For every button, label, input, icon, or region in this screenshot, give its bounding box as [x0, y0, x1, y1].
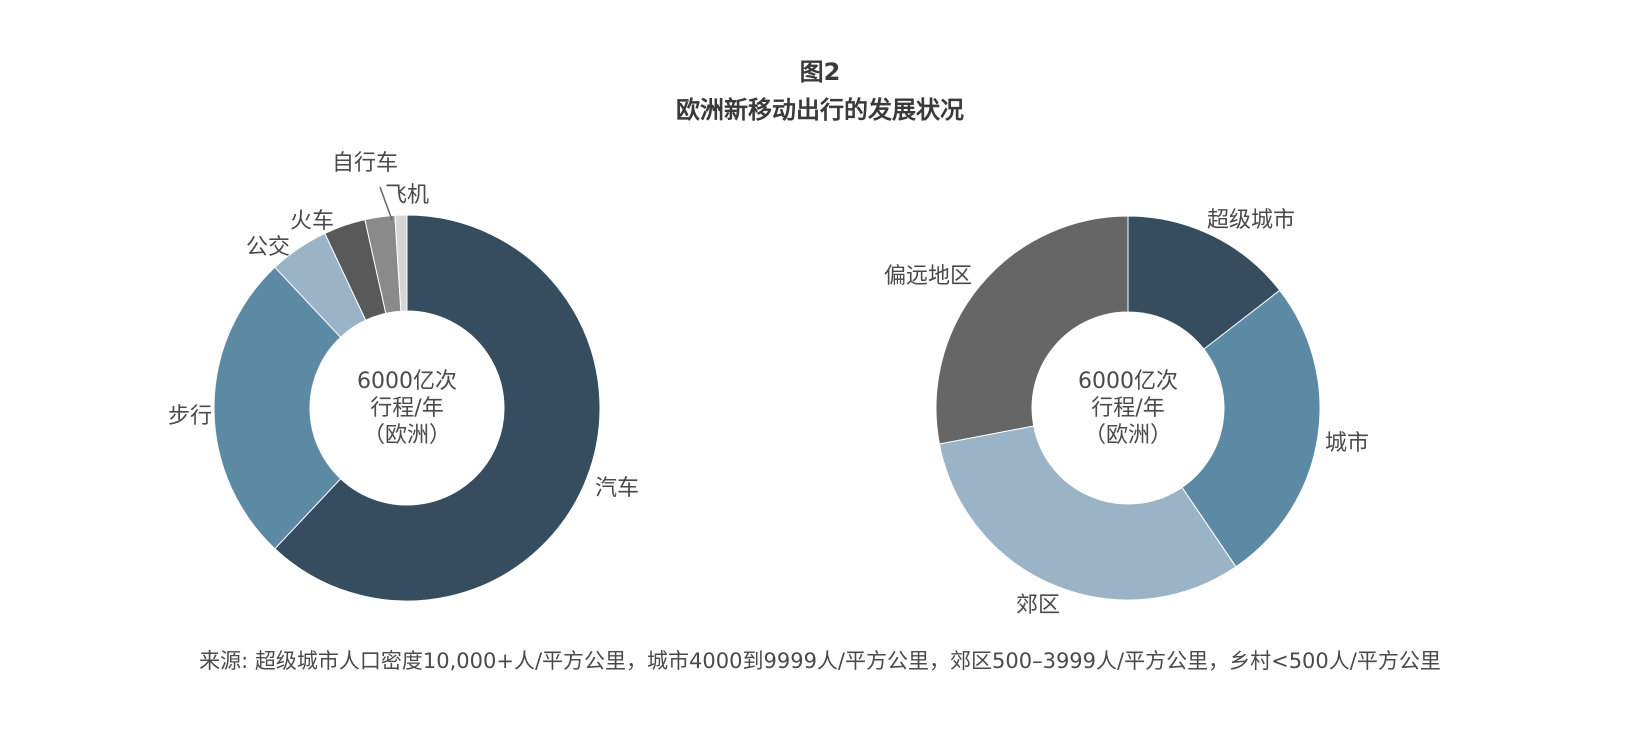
- donut-slice: [1181, 289, 1321, 568]
- center-label: 行程/年: [370, 396, 443, 421]
- slice-label: 飞机: [385, 183, 429, 208]
- donut-slice: [274, 214, 601, 602]
- figure-number: 图2: [799, 58, 841, 86]
- slice-label: 超级城市: [1207, 208, 1295, 233]
- donut-slice: [1127, 215, 1281, 350]
- donut-slice: [394, 214, 408, 312]
- slice-label: 自行车: [332, 151, 398, 176]
- slice-label: 步行: [168, 404, 212, 429]
- slice-label: 城市: [1325, 431, 1369, 456]
- slice-label: 郊区: [1016, 593, 1060, 618]
- source-note: 来源: 超级城市人口密度10,000+人/平方公里，城市4000到9999人/平…: [199, 649, 1441, 673]
- center-label: （欧洲）: [1084, 423, 1172, 448]
- center-label: 6000亿次: [357, 369, 457, 394]
- donut-slice: [213, 266, 342, 550]
- bicycle-leader-line: [379, 186, 393, 221]
- slice-label: 火车: [290, 209, 334, 234]
- center-label: （欧洲）: [363, 423, 451, 448]
- slice-label: 汽车: [595, 476, 639, 501]
- slice-label: 偏远地区: [884, 264, 972, 289]
- center-label: 6000亿次: [1078, 369, 1178, 394]
- slice-label: 公交: [246, 235, 290, 260]
- donut-slice: [938, 425, 1237, 601]
- donut-slice: [935, 215, 1129, 445]
- chart-title: 欧洲新移动出行的发展状况: [676, 96, 964, 124]
- center-label: 行程/年: [1091, 396, 1164, 421]
